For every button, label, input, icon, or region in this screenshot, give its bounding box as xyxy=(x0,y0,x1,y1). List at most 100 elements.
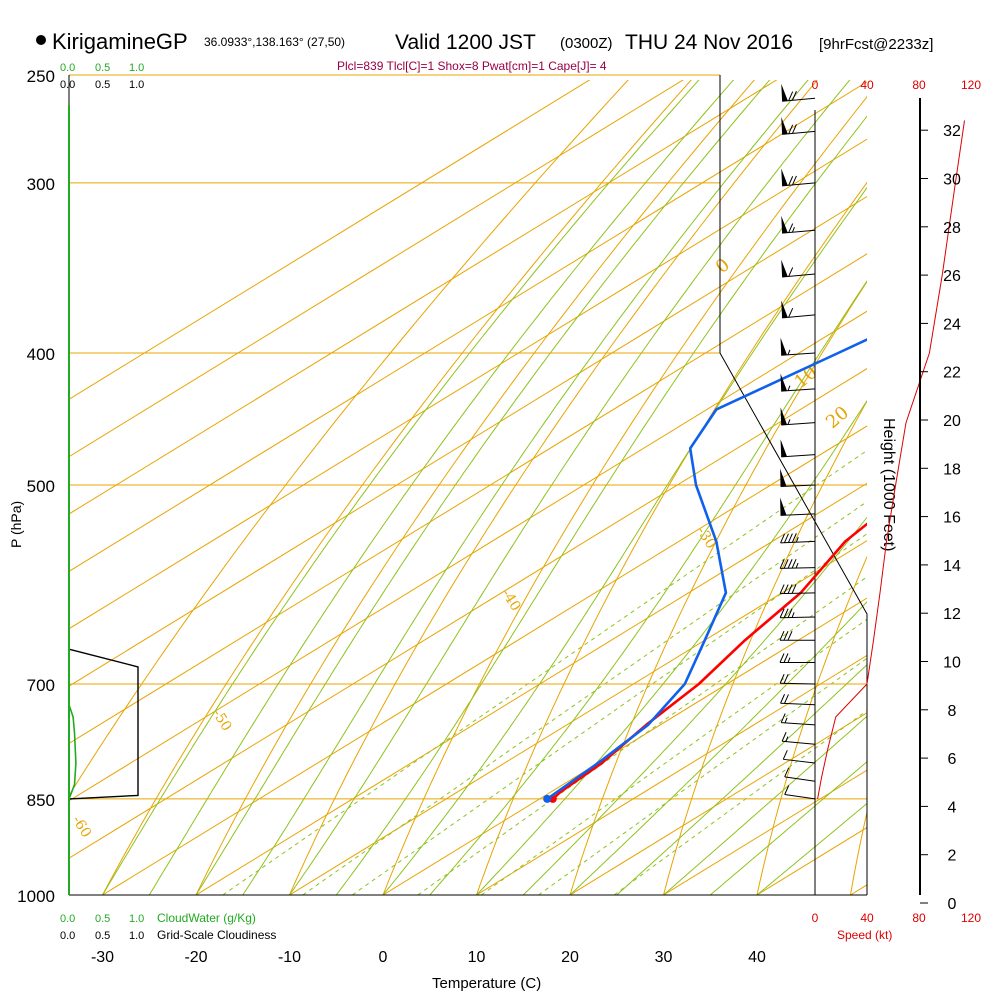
isotherm-label: -40 xyxy=(498,586,524,614)
cl-bot-1: 0.5 xyxy=(95,930,110,942)
moist-adiabat xyxy=(709,761,867,896)
barb-flag xyxy=(791,558,797,569)
height-tick-label: 20 xyxy=(943,413,961,430)
moist-adiabat xyxy=(195,80,771,896)
cl-top-0: 0.0 xyxy=(60,79,75,91)
mixing-ratio-label: 12 xyxy=(537,896,559,918)
wind-barb xyxy=(779,674,816,685)
barb-flag xyxy=(780,713,786,723)
barb-shaft xyxy=(782,740,816,745)
barb-half-flag xyxy=(795,537,799,543)
dewpoint-line xyxy=(546,338,867,800)
barb-pennant xyxy=(780,407,787,425)
wind-barb xyxy=(779,608,816,619)
barb-shaft xyxy=(782,130,816,135)
barb-shaft xyxy=(782,273,816,278)
right-axis-lower xyxy=(719,352,868,895)
wind-barb xyxy=(780,337,816,356)
height-tick-label: 14 xyxy=(943,558,961,575)
cw-top-0: 0.0 xyxy=(60,62,75,74)
dry-adiabat xyxy=(195,80,755,896)
valid-zulu: (0300Z) xyxy=(560,35,613,52)
wind-barb xyxy=(780,694,816,706)
barb-shaft xyxy=(780,567,816,569)
mixing-ratio-line xyxy=(352,533,867,896)
x-axis-title: Temperature (C) xyxy=(432,975,541,992)
barb-flag xyxy=(780,533,785,544)
temperature-tick: 20 xyxy=(561,949,579,966)
isotherm-line xyxy=(69,80,591,400)
mixing-ratio-label: 3 xyxy=(351,901,367,917)
isotherm-line xyxy=(476,654,867,896)
barb-flag xyxy=(791,91,797,101)
barb-shaft xyxy=(784,793,816,800)
barb-flag xyxy=(783,630,789,641)
moist-adiabat xyxy=(102,80,700,896)
wind-barb xyxy=(780,373,816,392)
dry-adiabat xyxy=(476,181,867,896)
isotherm-line xyxy=(850,884,867,896)
barb-shaft xyxy=(783,758,816,764)
pressure-label: 300 xyxy=(27,175,55,194)
speed-panel: 0040408080120120024681012141618202224262… xyxy=(812,78,982,925)
wind-barb xyxy=(781,732,816,745)
barb-flag xyxy=(787,533,793,543)
barb-flag xyxy=(781,732,787,742)
dry-adiabat xyxy=(850,809,867,896)
cloudwater-top-ticks: 0.0 0.5 1.0 xyxy=(60,62,144,74)
temperature-tick: 40 xyxy=(748,949,766,966)
pressure-label: 250 xyxy=(27,67,55,86)
dry-adiabat-label: 0 xyxy=(712,254,734,277)
wind-barb xyxy=(784,785,816,800)
station-coords: 36.0933°,138.163° (27,50) xyxy=(204,35,345,49)
barb-flag xyxy=(784,533,789,543)
barb-flag xyxy=(784,694,789,704)
barb-shaft xyxy=(780,592,816,595)
temperature-tick: 0 xyxy=(379,949,388,966)
temperature-tick: 30 xyxy=(655,949,673,966)
height-tick-label: 18 xyxy=(943,461,961,478)
pressure-label: 500 xyxy=(27,477,55,496)
barb-flag xyxy=(787,630,793,641)
dewpoint-line-surface-point xyxy=(543,794,552,803)
mixing-ratio-label: 2 xyxy=(302,901,318,917)
wind-barb xyxy=(780,533,816,544)
wind-barb xyxy=(781,300,816,319)
barb-flag xyxy=(779,630,785,641)
height-tick-label: 0 xyxy=(948,896,957,913)
barb-flag xyxy=(784,785,790,795)
wind-barb xyxy=(784,767,816,782)
pressure-label: 1000 xyxy=(17,887,55,906)
cw-bot-0: 0.0 xyxy=(60,913,75,925)
moist-adiabat xyxy=(289,80,851,896)
cloudiness-bottom-ticks: 0.0 0.5 1.0 Grid-Scale Cloudiness xyxy=(60,928,276,942)
barb-pennant xyxy=(781,215,788,234)
barb-half-flag xyxy=(787,385,791,391)
forecast-info: [9hrFcst@2233z] xyxy=(819,36,933,53)
barb-half-flag xyxy=(787,349,791,356)
wind-barb xyxy=(781,116,816,135)
isotherm-line xyxy=(69,80,684,458)
wind-barb xyxy=(779,630,815,641)
mixing-ratio-line xyxy=(481,618,867,896)
barb-shaft xyxy=(782,314,816,319)
cl-bot-0: 0.0 xyxy=(60,930,75,942)
barb-flag xyxy=(788,308,794,318)
barb-pennant xyxy=(781,300,788,318)
mixing-ratio-line xyxy=(417,576,867,896)
speed-tick-top: 80 xyxy=(912,78,926,92)
height-tick-label: 32 xyxy=(943,123,961,140)
cloudwater-line xyxy=(68,704,77,800)
moist-adiabat xyxy=(663,715,867,896)
barb-flag xyxy=(787,608,793,618)
speed-tick-top: 0 xyxy=(812,78,819,92)
side-panels xyxy=(68,105,139,895)
mixing-ratio-line xyxy=(613,709,867,896)
height-tick-label: 4 xyxy=(948,799,957,816)
height-tick-label: 26 xyxy=(943,268,961,285)
cloudiness-label: Grid-Scale Cloudiness xyxy=(157,928,276,942)
barb-pennant xyxy=(780,439,787,457)
cl-top-2: 1.0 xyxy=(129,79,144,91)
cloudiness-line xyxy=(68,648,139,800)
